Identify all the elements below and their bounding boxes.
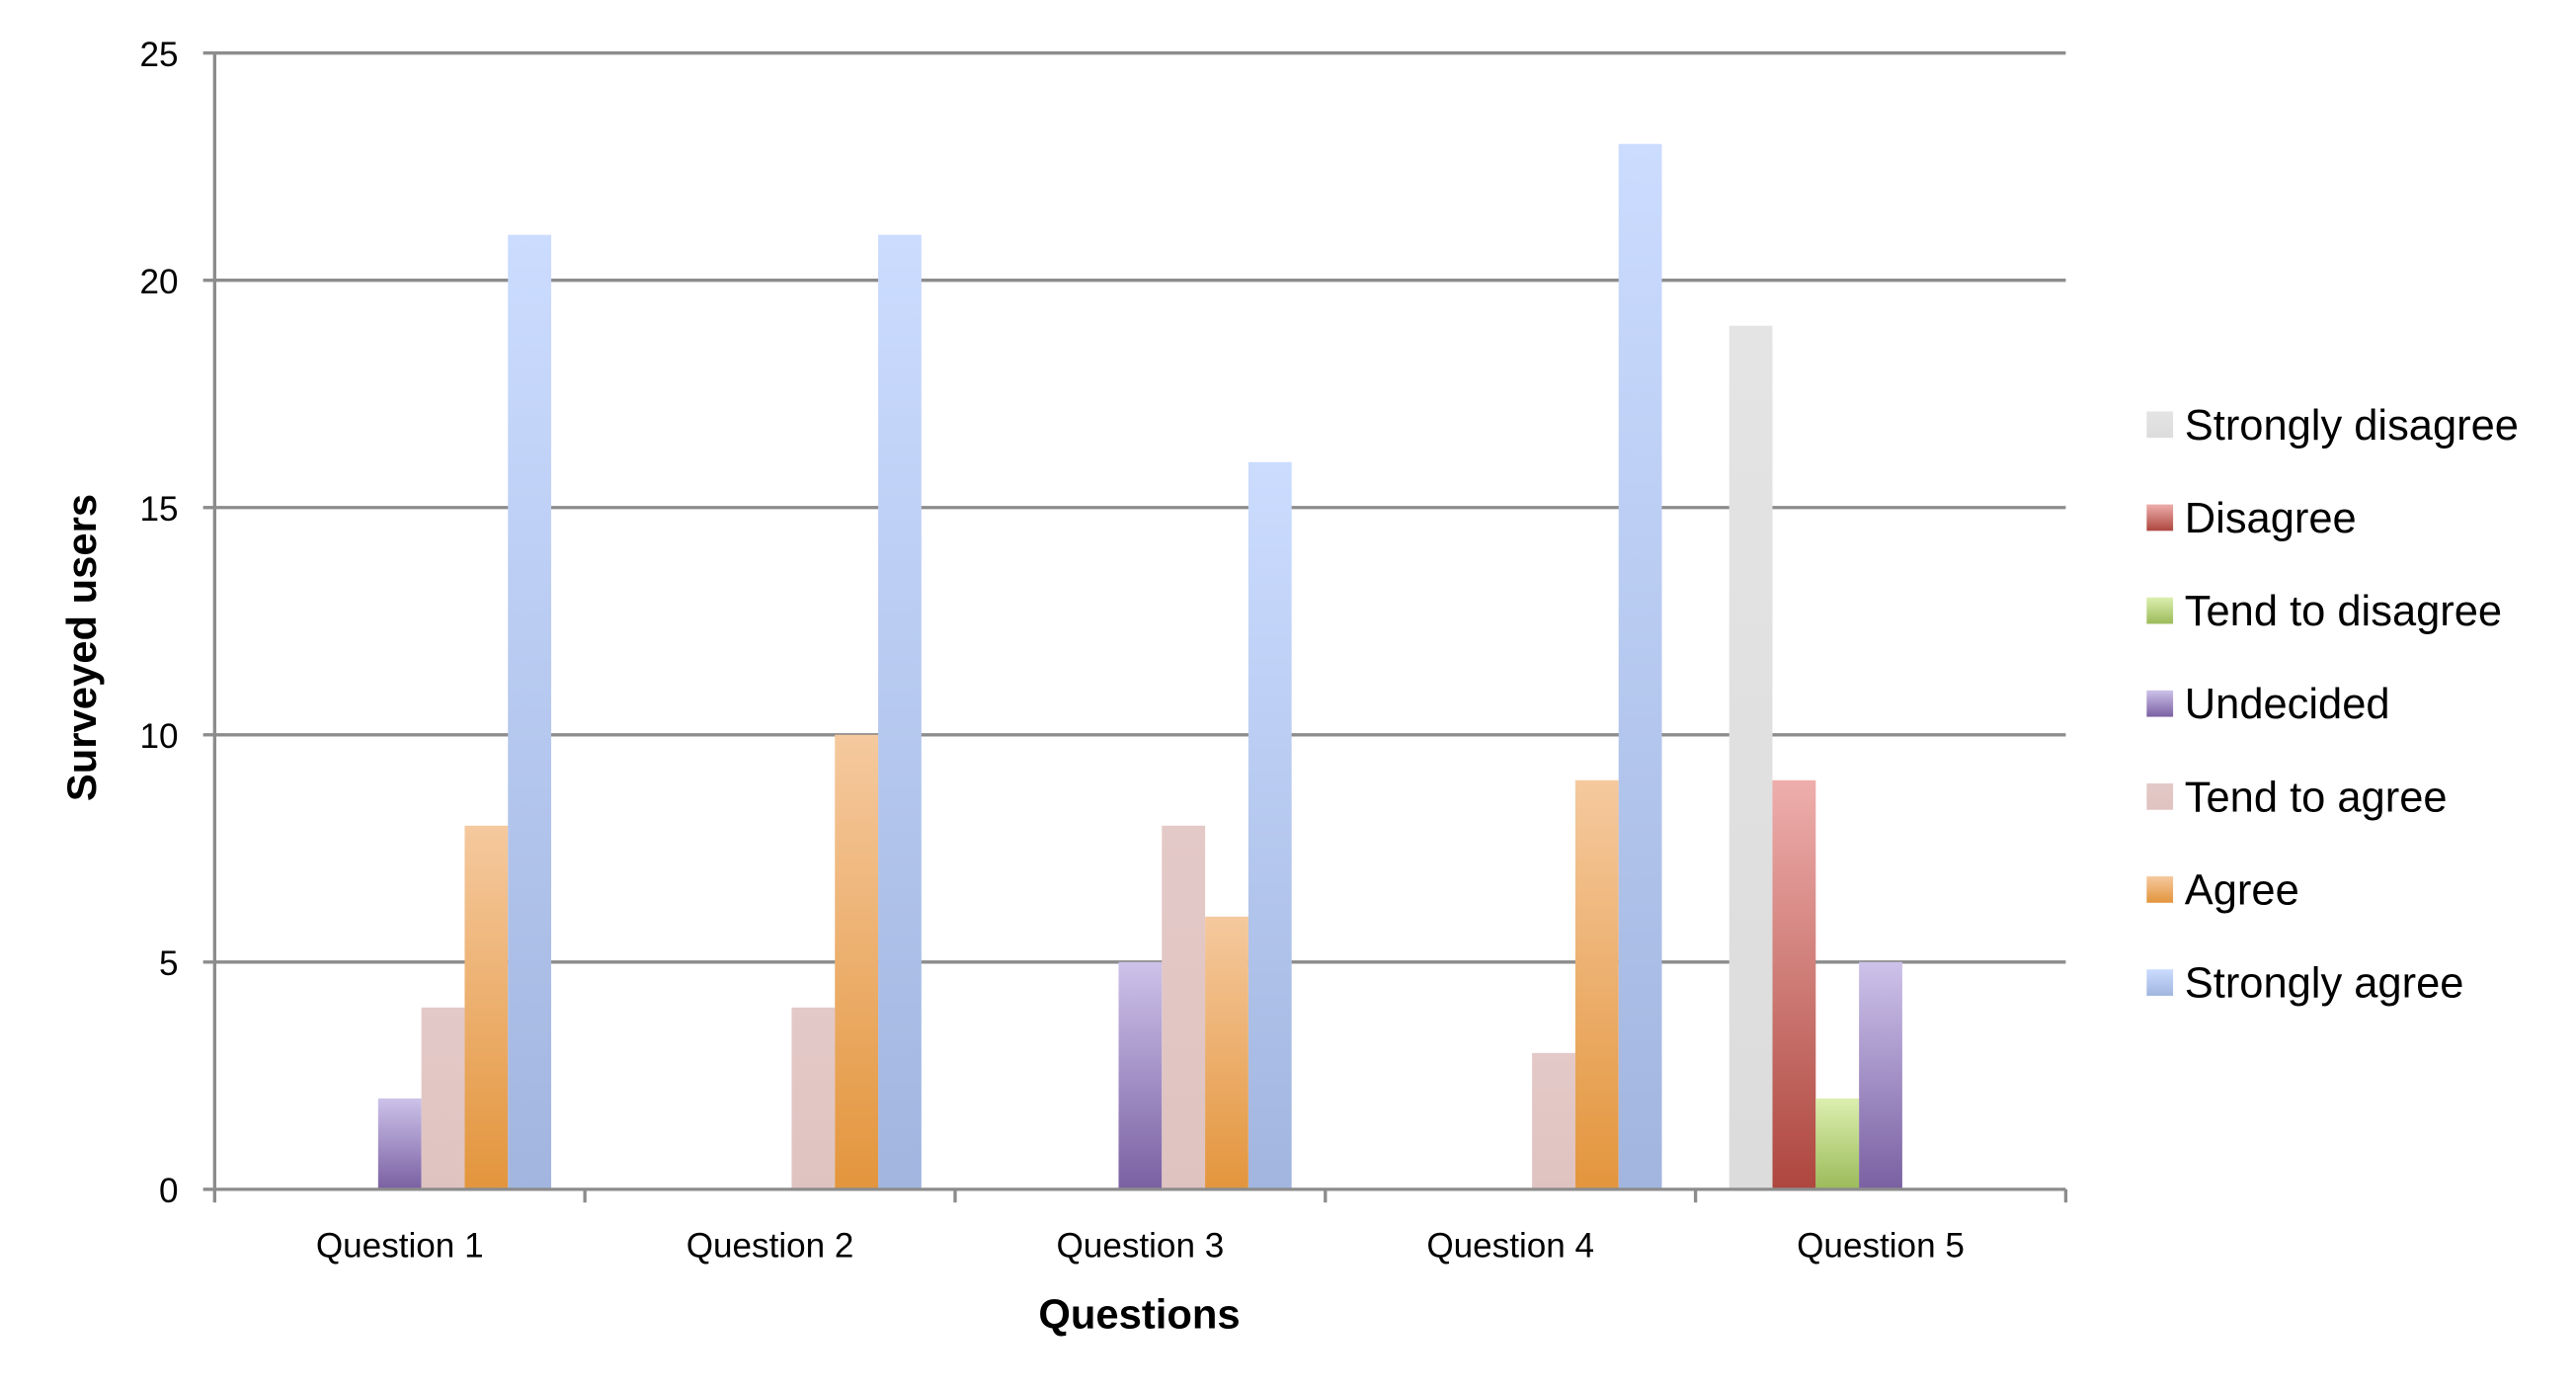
legend-label: Strongly agree bbox=[2185, 960, 2464, 1008]
legend-label: Strongly disagree bbox=[2185, 402, 2519, 450]
x-tick-labels: Question 1 Question 2 Question 3 Question 4… bbox=[316, 1226, 1965, 1265]
legend-label: Undecided bbox=[2185, 681, 2390, 728]
bar bbox=[791, 1007, 836, 1189]
bar bbox=[1772, 779, 1816, 1189]
legend-swatch bbox=[2146, 690, 2174, 717]
bar bbox=[1618, 143, 1662, 1189]
legend-label: Disagree bbox=[2185, 495, 2357, 542]
y-tick-label: 25 bbox=[140, 36, 179, 74]
x-tick-label: Question 3 bbox=[1057, 1226, 1225, 1265]
y-tick-labels: 0 5 10 15 20 25 bbox=[140, 36, 179, 1210]
legend: Strongly disagree Disagree Tend to disagre… bbox=[2146, 402, 2519, 1008]
bar bbox=[1118, 961, 1163, 1189]
x-tick-label: Question 4 bbox=[1426, 1226, 1594, 1265]
legend-label: Agree bbox=[2185, 866, 2299, 914]
bar bbox=[464, 825, 509, 1189]
bar bbox=[1162, 825, 1206, 1189]
bar bbox=[1205, 916, 1248, 1189]
y-tick-label: 20 bbox=[140, 263, 179, 301]
axes bbox=[202, 51, 2068, 1203]
bar bbox=[421, 1007, 465, 1189]
bar bbox=[1815, 1098, 1860, 1189]
bar bbox=[377, 1098, 422, 1189]
bar bbox=[1248, 461, 1292, 1189]
y-tick-label: 15 bbox=[140, 490, 179, 529]
bar bbox=[878, 234, 922, 1189]
bar bbox=[508, 234, 552, 1189]
x-axis-title: Questions bbox=[1038, 1290, 1240, 1337]
y-tick-label: 0 bbox=[159, 1172, 179, 1210]
legend-label: Tend to disagree bbox=[2185, 588, 2502, 635]
legend-swatch bbox=[2146, 969, 2174, 996]
x-tick-label: Question 2 bbox=[686, 1226, 854, 1265]
bar bbox=[1859, 961, 1902, 1189]
legend-swatch bbox=[2146, 504, 2174, 532]
legend-swatch bbox=[2146, 597, 2174, 624]
y-tick-label: 10 bbox=[140, 717, 179, 756]
legend-label: Tend to agree bbox=[2185, 774, 2448, 821]
legend-swatch bbox=[2146, 876, 2174, 903]
y-tick-label: 5 bbox=[159, 944, 179, 983]
bar bbox=[835, 734, 879, 1189]
y-axis-title: Surveyed users bbox=[58, 494, 105, 801]
legend-swatch bbox=[2146, 411, 2174, 439]
bars bbox=[377, 143, 1902, 1189]
bar bbox=[1729, 325, 1773, 1189]
x-tick-label: Question 1 bbox=[316, 1226, 484, 1265]
bar bbox=[1532, 1052, 1575, 1189]
x-tick-label: Question 5 bbox=[1797, 1226, 1965, 1265]
legend-swatch bbox=[2146, 782, 2174, 810]
bar bbox=[1574, 779, 1619, 1189]
